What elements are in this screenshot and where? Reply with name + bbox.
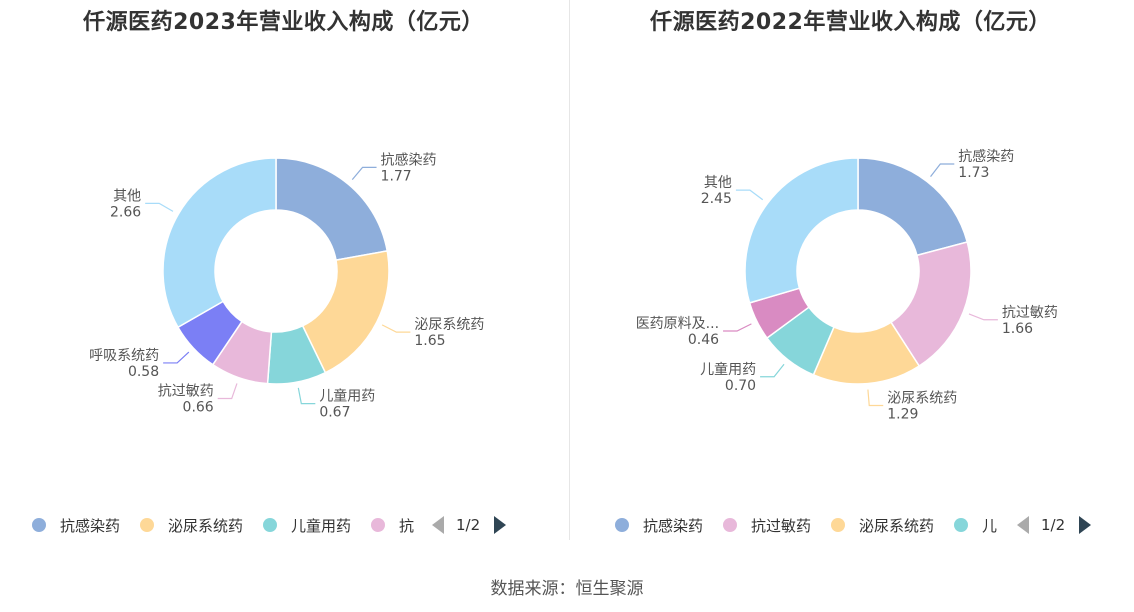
slice-label-name: 其他 <box>704 175 732 191</box>
legend-item[interactable]: 抗 <box>371 515 414 536</box>
slice-label-value: 1.65 <box>414 333 445 349</box>
slice-label-name: 医药原料及... <box>636 316 719 332</box>
next-page-icon[interactable] <box>494 516 507 534</box>
legend-item[interactable]: 泌尿系统药 <box>831 515 934 536</box>
chart-panel-2023: 仟源医药2023年营业收入构成（亿元） 抗感染药 1.77 泌尿系统药 1.65 儿童用… <box>0 0 567 560</box>
label-leader-line <box>297 387 316 405</box>
legend: 抗感染药 泌尿系统药 儿童用药 抗 1/2 <box>32 512 507 538</box>
slice-label-value: 1.73 <box>958 165 989 181</box>
legend-dot-icon <box>263 518 278 532</box>
next-page-icon[interactable] <box>1079 516 1092 534</box>
legend-dot-icon <box>615 518 629 532</box>
panel-divider <box>569 0 570 540</box>
label-leader-line <box>723 323 752 332</box>
donut-slice[interactable] <box>275 157 389 262</box>
label-leader-line <box>968 313 998 321</box>
slice-label-value: 0.70 <box>725 378 756 394</box>
label-leader-line <box>145 202 174 212</box>
legend-pager: 1/2 <box>432 516 507 534</box>
legend-label: 抗感染药 <box>643 516 704 535</box>
legend-item[interactable]: 儿童用药 <box>263 515 351 536</box>
donut-slice[interactable] <box>744 157 859 304</box>
donut-slice[interactable] <box>889 241 972 368</box>
legend-dot-icon <box>32 518 46 532</box>
label-leader-line <box>217 383 238 400</box>
slice-label-name: 抗感染药 <box>381 151 437 168</box>
legend-dot-icon <box>723 518 738 532</box>
legend-item[interactable]: 抗感染药 <box>32 515 120 536</box>
label-leader-line <box>867 389 884 407</box>
slice-label-value: 2.66 <box>110 204 141 220</box>
donut-slice[interactable] <box>162 157 277 329</box>
legend-label: 泌尿系统药 <box>168 516 244 535</box>
slice-label-name: 抗过敏药 <box>158 384 214 400</box>
slice-label-value: 0.46 <box>688 332 719 348</box>
legend-item[interactable]: 抗过敏药 <box>723 515 811 536</box>
label-leader-line <box>735 189 764 201</box>
legend-page-number: 1/2 <box>1041 516 1066 534</box>
legend-item[interactable]: 儿 <box>954 515 997 536</box>
legend-pager: 1/2 <box>1017 516 1092 534</box>
label-leader-line <box>930 163 955 178</box>
slice-label-name: 抗过敏药 <box>1002 305 1058 321</box>
prev-page-icon[interactable] <box>432 516 444 534</box>
slice-label-value: 0.58 <box>128 364 159 380</box>
label-leader-line <box>381 324 411 333</box>
legend-label: 儿 <box>982 516 998 535</box>
legend-dot-icon <box>371 518 386 532</box>
legend-label: 抗 <box>399 516 415 535</box>
slice-label-name: 儿童用药 <box>319 388 375 405</box>
slice-label-value: 1.66 <box>1002 321 1033 337</box>
slice-label-value: 0.66 <box>183 400 214 416</box>
legend-label: 儿童用药 <box>291 516 352 535</box>
legend-label: 抗感染药 <box>60 516 121 535</box>
legend-label: 抗过敏药 <box>751 516 812 535</box>
legend-page-number: 1/2 <box>456 516 481 534</box>
slice-label-name: 其他 <box>113 188 141 204</box>
legend-item[interactable]: 泌尿系统药 <box>140 515 243 536</box>
legend-dot-icon <box>831 518 846 532</box>
legend-dot-icon <box>140 518 155 532</box>
legend-items: 抗感染药 泌尿系统药 儿童用药 抗 <box>32 515 432 536</box>
slice-label-name: 泌尿系统药 <box>887 391 957 407</box>
data-source-note: 数据来源：恒生聚源 <box>490 579 644 599</box>
legend-dot-icon <box>954 518 969 532</box>
slice-label-value: 2.45 <box>701 191 732 207</box>
slice-label-name: 呼吸系统药 <box>89 348 159 364</box>
slice-label-name: 泌尿系统药 <box>414 317 484 333</box>
legend: 抗感染药 抗过敏药 泌尿系统药 儿 1/2 <box>615 512 1092 538</box>
label-leader-line <box>760 363 785 378</box>
chart-title: 仟源医药2022年营业收入构成（亿元） <box>650 10 1051 35</box>
prev-page-icon[interactable] <box>1017 516 1029 534</box>
donut-slice[interactable] <box>857 157 969 257</box>
chart-title: 仟源医药2023年营业收入构成（亿元） <box>83 10 484 35</box>
slice-label-value: 1.77 <box>381 168 412 184</box>
slice-label-value: 0.67 <box>319 405 350 421</box>
label-leader-line <box>163 351 190 364</box>
slice-label-value: 1.29 <box>887 407 918 423</box>
chart-panel-2022: 仟源医药2022年营业收入构成（亿元） 抗感染药 1.73 抗过敏药 1.66 泌尿系统… <box>567 0 1134 560</box>
label-leader-line <box>351 166 377 181</box>
legend-item[interactable]: 抗感染药 <box>615 515 703 536</box>
legend-items: 抗感染药 抗过敏药 泌尿系统药 儿 <box>615 515 1017 536</box>
slice-label-name: 抗感染药 <box>958 148 1014 165</box>
legend-label: 泌尿系统药 <box>859 516 935 535</box>
slice-label-name: 儿童用药 <box>700 361 756 378</box>
